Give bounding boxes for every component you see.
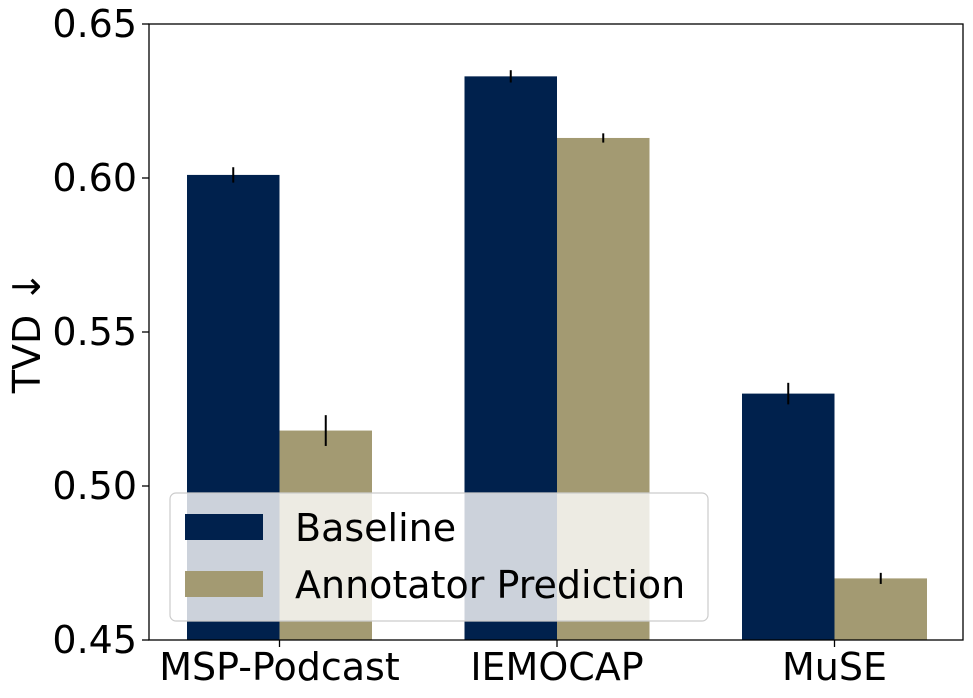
bar-baseline-muse: [742, 393, 835, 640]
y-tick-label: 0.60: [52, 156, 137, 200]
x-tick-label-msp-podcast: MSP-Podcast: [159, 645, 400, 689]
x-axis-ticks: MSP-Podcast IEMOCAP MuSE: [159, 640, 887, 689]
legend-swatch-baseline: [185, 514, 263, 540]
y-axis-label: TVD ↓: [5, 271, 49, 394]
x-tick-label-muse: MuSE: [782, 645, 887, 689]
x-tick-label-iemocap: IEMOCAP: [470, 645, 643, 689]
y-tick-label: 0.55: [52, 310, 137, 354]
legend-box: [169, 492, 709, 622]
y-tick-label: 0.45: [52, 618, 137, 662]
y-tick-label: 0.50: [52, 464, 137, 508]
y-tick-label: 0.65: [52, 2, 137, 46]
legend: Baseline Annotator Prediction: [169, 492, 709, 622]
error-bars-layer: [232, 70, 882, 584]
legend-label-annotator-prediction: Annotator Prediction: [295, 563, 685, 607]
y-axis-ticks: 0.45 0.50 0.55 0.60 0.65: [52, 2, 149, 662]
legend-swatch-annotator-prediction: [185, 571, 263, 597]
legend-label-baseline: Baseline: [295, 506, 456, 550]
bar-annotator-prediction-muse: [834, 578, 927, 640]
